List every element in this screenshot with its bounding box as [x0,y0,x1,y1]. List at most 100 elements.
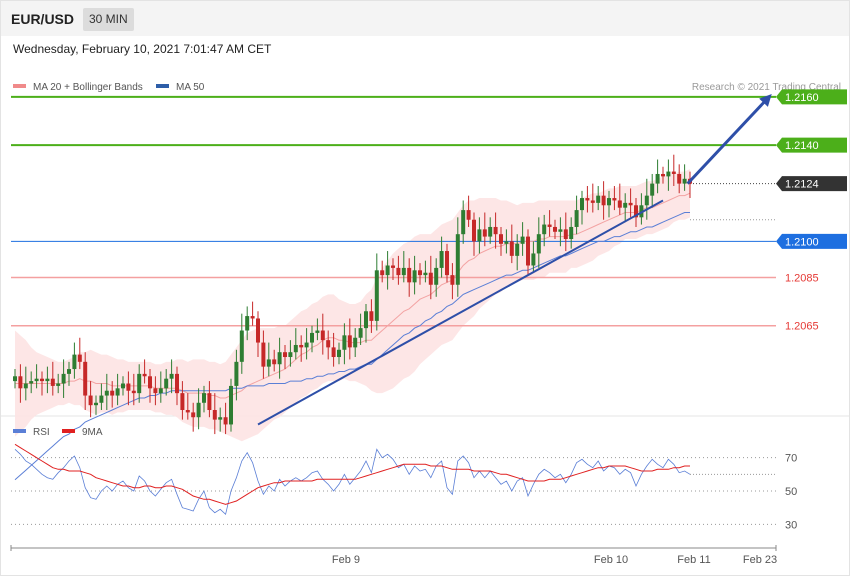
level-label: 1.2085 [785,273,819,285]
candle [590,183,595,213]
candle-body [569,226,574,239]
candle-body [472,219,476,242]
candle [40,371,44,396]
candle [239,313,244,374]
candle [612,186,617,211]
candle-body [185,410,190,413]
candle-body [148,376,152,389]
candle-body [331,347,336,358]
level-label: 1.2100 [776,233,847,249]
ma50-line [14,212,690,481]
candle-body [488,226,493,237]
candle [164,369,169,396]
legend-swatch [13,84,26,88]
candle-body [364,311,368,329]
candle [450,263,455,300]
candle-body [574,210,579,227]
candle-body [666,171,671,177]
bollinger-band [15,169,690,442]
candle-body [304,342,309,348]
candle [153,376,158,406]
candle-body [655,173,660,184]
candle [212,393,217,435]
trend-line [257,199,664,426]
candle-body [175,373,179,394]
candle [563,212,568,252]
candle [299,335,304,362]
level-value: 1.2160 [785,92,819,104]
candle [266,342,271,377]
candle-body [412,270,417,283]
timeframe-button[interactable]: 30 MIN [83,8,134,31]
candle-body [50,378,55,386]
candle [488,217,493,244]
candle [218,407,223,432]
candle-body [223,417,228,425]
candle-body [623,202,628,208]
candle-body [499,234,503,244]
candle [650,173,655,208]
candle [180,381,185,420]
level-label: 1.2124 [776,176,847,192]
level-label: 1.2160 [776,89,847,105]
candle [493,212,498,249]
candle [158,371,163,403]
candle [196,388,201,430]
candle-body [677,173,682,184]
candle-body [418,270,422,276]
legend-swatch [13,429,26,433]
candle [288,340,293,367]
candle [601,181,606,220]
candle [439,236,444,278]
candle [256,311,260,358]
candle [121,376,125,396]
candle-body [250,316,255,319]
legend-label: MA 50 [176,82,205,93]
candle-body [374,270,379,321]
candle-body [347,335,352,348]
candle [526,229,530,276]
candle [137,364,142,403]
candle [455,217,460,297]
candle [682,164,687,191]
datetime-label: Wednesday, February 10, 2021 7:01:47 AM … [13,42,272,56]
candle [23,366,28,401]
candle-body [590,200,595,203]
candle [558,217,563,247]
candle [353,328,358,358]
legend-label: RSI [33,427,50,438]
candle-body [650,183,655,196]
candle [250,301,255,326]
legend-rsi: RSI 9MA [13,427,103,438]
candle [13,369,17,389]
candle [542,214,547,247]
candle-body [353,337,358,348]
candle-body [504,241,509,244]
candle [369,299,374,333]
candle-body [196,402,201,418]
candle [364,304,368,343]
candle-body [547,224,552,227]
candle-body [158,388,163,394]
candle [18,364,23,403]
legend-swatch [156,84,169,88]
candle [293,328,298,360]
candle-body [40,378,44,382]
candle-body [396,267,401,276]
candle [569,217,574,249]
candle-body [202,393,206,403]
candle-body [401,267,406,276]
candle-body [77,354,82,362]
candle-body [99,395,104,403]
candle-body [13,376,17,382]
candle [504,229,509,254]
candle [661,166,665,184]
chart-header: EUR/USD 30 MIN [1,1,849,36]
x-tick-label: Feb 11 [677,554,710,566]
candle-body [580,198,584,211]
candle-body [515,243,520,256]
candle-body [617,200,622,208]
candle [67,361,71,386]
candle-body [445,251,449,276]
candle-body [131,390,136,394]
